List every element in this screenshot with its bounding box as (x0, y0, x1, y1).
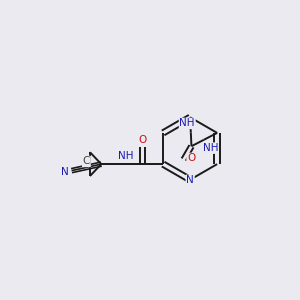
Text: NH: NH (179, 118, 195, 128)
Text: O: O (139, 135, 147, 145)
Text: NH: NH (202, 143, 218, 153)
Text: N: N (61, 167, 69, 176)
Text: NH: NH (118, 152, 134, 161)
Text: C: C (83, 156, 90, 167)
Text: O: O (187, 153, 195, 164)
Text: N: N (186, 175, 194, 185)
